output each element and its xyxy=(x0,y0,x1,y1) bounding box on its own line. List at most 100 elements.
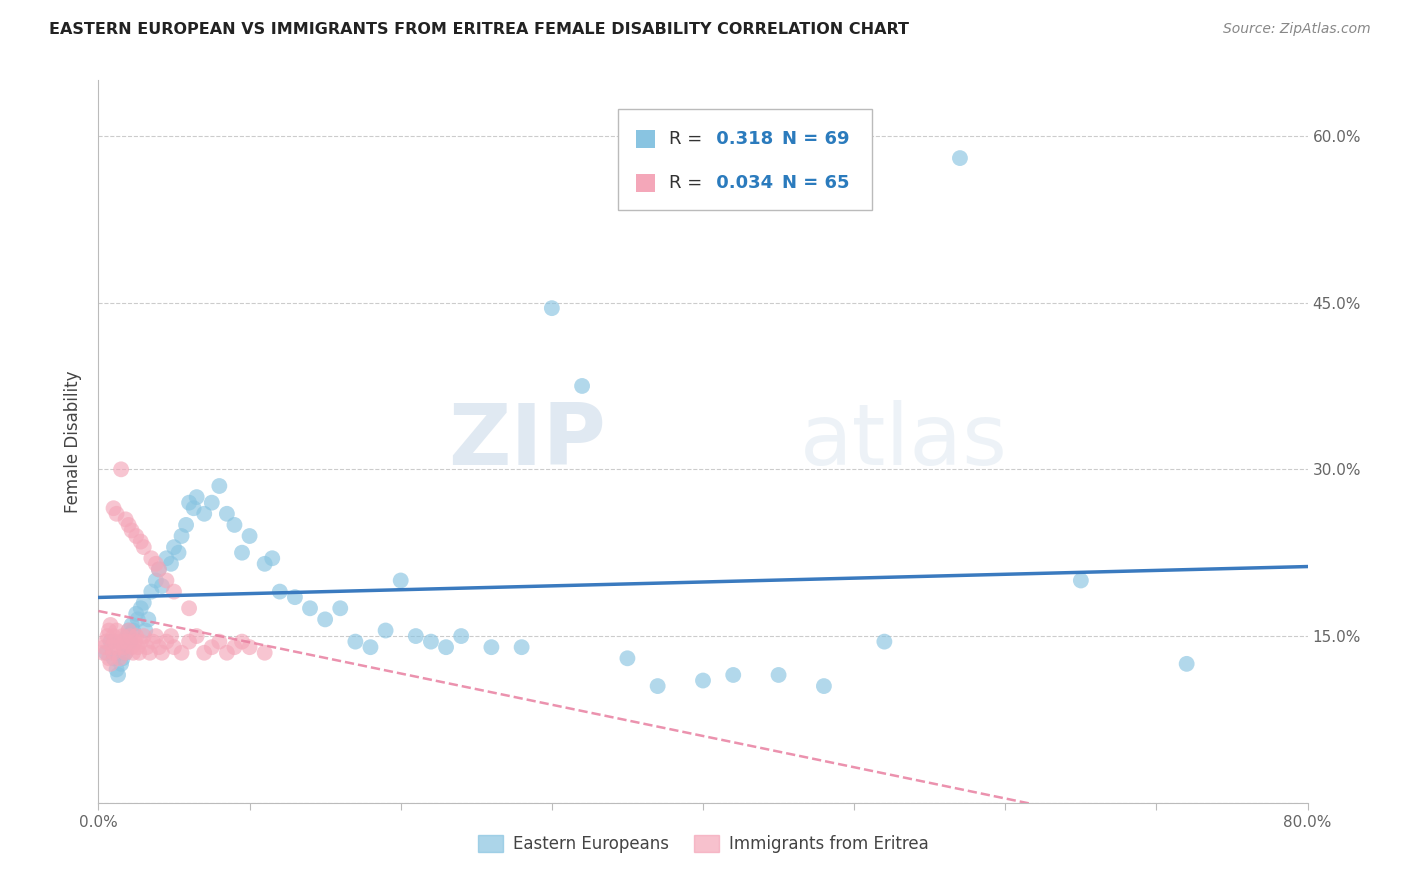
Point xyxy=(104,634,127,648)
Point xyxy=(145,557,167,571)
Point xyxy=(150,646,173,660)
Point xyxy=(114,646,136,660)
Point xyxy=(239,529,262,543)
Point xyxy=(110,634,132,648)
Point xyxy=(201,640,224,655)
Point xyxy=(105,624,128,638)
Text: ZIP: ZIP xyxy=(449,400,606,483)
Point xyxy=(103,651,125,665)
Point xyxy=(224,517,246,532)
Point xyxy=(160,629,183,643)
Point xyxy=(120,629,142,643)
Point xyxy=(121,640,143,655)
Point xyxy=(128,646,150,660)
Point xyxy=(145,574,167,588)
Point xyxy=(949,151,972,165)
Text: R =: R = xyxy=(669,129,709,147)
Y-axis label: Female Disability: Female Disability xyxy=(65,370,83,513)
Point xyxy=(450,629,472,643)
Point xyxy=(101,640,124,655)
Point xyxy=(111,629,134,643)
Point xyxy=(122,646,145,660)
Point xyxy=(155,574,177,588)
Point xyxy=(98,624,121,638)
Point xyxy=(91,646,114,660)
Point xyxy=(420,634,443,648)
Point xyxy=(135,640,157,655)
Point xyxy=(389,574,412,588)
Point xyxy=(98,651,121,665)
Point xyxy=(94,634,117,648)
Point xyxy=(108,651,131,665)
Point xyxy=(481,640,503,655)
Point xyxy=(405,629,427,643)
Point xyxy=(129,634,152,648)
Point xyxy=(179,496,201,510)
Point xyxy=(186,490,208,504)
Point xyxy=(215,646,238,660)
Point xyxy=(124,634,146,648)
Point xyxy=(114,512,136,526)
Point xyxy=(107,668,129,682)
Point xyxy=(314,612,336,626)
Point xyxy=(434,640,457,655)
Point xyxy=(208,634,231,648)
Point xyxy=(163,540,186,554)
Point xyxy=(174,517,197,532)
Text: N = 69: N = 69 xyxy=(782,129,849,147)
Point xyxy=(239,640,262,655)
Point xyxy=(193,646,215,660)
Point xyxy=(262,551,284,566)
Point xyxy=(167,546,190,560)
Point xyxy=(115,629,138,643)
Point xyxy=(1070,574,1092,588)
Point xyxy=(231,546,253,560)
Point xyxy=(125,607,148,621)
Point xyxy=(148,640,170,655)
Legend: Eastern Europeans, Immigrants from Eritrea: Eastern Europeans, Immigrants from Eritr… xyxy=(471,828,935,860)
Point xyxy=(96,629,118,643)
Point xyxy=(136,612,159,626)
Point xyxy=(121,524,143,538)
Point xyxy=(170,646,193,660)
Point xyxy=(163,584,186,599)
Point xyxy=(103,629,125,643)
Text: R =: R = xyxy=(669,174,709,192)
Point xyxy=(163,640,186,655)
Text: Source: ZipAtlas.com: Source: ZipAtlas.com xyxy=(1223,22,1371,37)
Point xyxy=(269,584,291,599)
Point xyxy=(110,462,132,476)
Text: EASTERN EUROPEAN VS IMMIGRANTS FROM ERITREA FEMALE DISABILITY CORRELATION CHART: EASTERN EUROPEAN VS IMMIGRANTS FROM ERIT… xyxy=(49,22,910,37)
Text: 0.034: 0.034 xyxy=(710,174,773,192)
Point xyxy=(107,640,129,655)
Point xyxy=(132,540,155,554)
Bar xyxy=(637,129,655,147)
Point xyxy=(129,534,152,549)
Point xyxy=(94,646,117,660)
Text: N = 65: N = 65 xyxy=(782,174,849,192)
Point xyxy=(183,501,205,516)
Point xyxy=(329,601,352,615)
Point xyxy=(873,634,896,648)
Point xyxy=(616,651,638,665)
Point xyxy=(121,618,143,632)
Point xyxy=(148,562,170,576)
Point xyxy=(186,629,208,643)
Point xyxy=(132,629,155,643)
Point xyxy=(510,640,533,655)
Point xyxy=(374,624,396,638)
Point xyxy=(253,557,276,571)
Point xyxy=(127,612,149,626)
Point xyxy=(120,634,142,648)
Point xyxy=(110,657,132,671)
Point xyxy=(112,640,135,655)
Point xyxy=(118,624,141,638)
Point xyxy=(253,646,276,660)
Point xyxy=(224,640,246,655)
Point xyxy=(141,551,163,566)
Text: atlas: atlas xyxy=(800,400,1008,483)
Point xyxy=(208,479,231,493)
Point xyxy=(201,496,224,510)
Point xyxy=(155,551,177,566)
Point xyxy=(114,646,136,660)
